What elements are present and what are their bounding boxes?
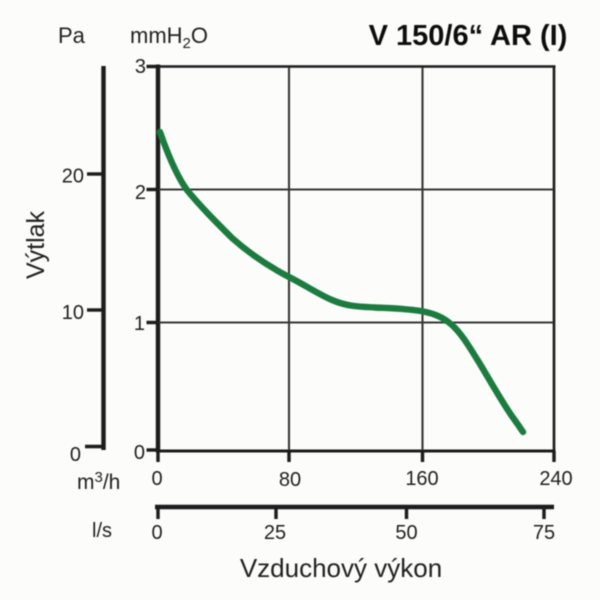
svg-text:0: 0	[151, 468, 162, 490]
svg-text:10: 10	[62, 302, 84, 324]
svg-text:3: 3	[135, 56, 146, 78]
svg-text:1: 1	[134, 313, 145, 335]
svg-text:25: 25	[264, 522, 286, 544]
svg-text:Vzduchový výkon: Vzduchový výkon	[240, 553, 442, 583]
svg-text:0: 0	[70, 444, 81, 466]
svg-text:Výtlak: Výtlak	[22, 210, 50, 279]
svg-text:mmH2O: mmH2O	[130, 23, 208, 52]
svg-text:160: 160	[405, 468, 438, 490]
svg-text:Pa: Pa	[58, 23, 86, 48]
svg-text:0: 0	[151, 522, 162, 544]
svg-text:l/s: l/s	[92, 520, 112, 542]
svg-text:75: 75	[533, 522, 555, 544]
svg-text:240: 240	[539, 468, 572, 490]
svg-text:20: 20	[62, 166, 84, 188]
svg-text:2: 2	[135, 182, 146, 204]
svg-text:0: 0	[134, 442, 145, 464]
svg-text:V 150/6“ AR (I): V 150/6“ AR (I)	[369, 20, 568, 52]
svg-text:80: 80	[279, 469, 301, 491]
svg-text:50: 50	[395, 522, 417, 544]
